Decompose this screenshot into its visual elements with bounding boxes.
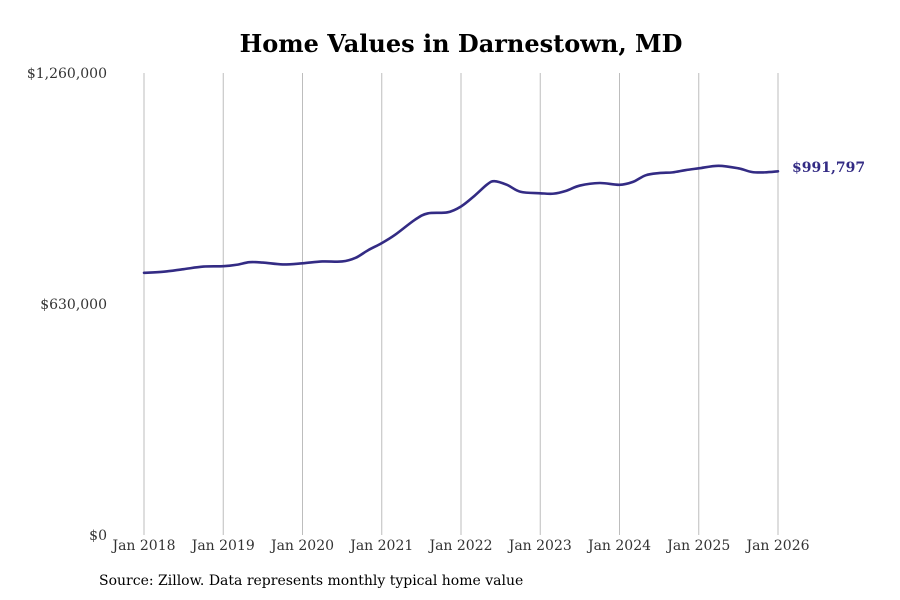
y-tick-label-2: $1,260,000	[27, 66, 107, 82]
x-tick-label-6: Jan 2024	[586, 538, 651, 554]
x-tick-label-8: Jan 2026	[744, 538, 809, 554]
y-tick-label-1: $630,000	[40, 297, 107, 313]
x-tick-label-0: Jan 2018	[110, 538, 175, 554]
y-tick-label-0: $0	[89, 528, 107, 544]
grid-lines	[143, 73, 779, 535]
series-line-0	[142, 164, 780, 275]
x-axis: Jan 2018 Jan 2019 Jan 2020 Jan 2021 Jan 2022…	[110, 538, 809, 554]
x-tick-label-1: Jan 2019	[190, 538, 255, 554]
x-tick-label-7: Jan 2025	[665, 538, 730, 554]
source-note: Source: Zillow. Data represents monthly …	[99, 573, 524, 589]
series-end-label-0: $991,797	[792, 160, 865, 176]
x-tick-label-4: Jan 2022	[427, 538, 492, 554]
chart-title: Home Values in Darnestown, MD	[240, 29, 683, 58]
x-tick-label-2: Jan 2020	[269, 538, 334, 554]
series-group: $991,797	[142, 160, 865, 275]
x-tick-label-3: Jan 2021	[348, 538, 413, 554]
x-tick-label-5: Jan 2023	[507, 538, 572, 554]
y-axis: $0 $630,000 $1,260,000	[27, 66, 107, 544]
